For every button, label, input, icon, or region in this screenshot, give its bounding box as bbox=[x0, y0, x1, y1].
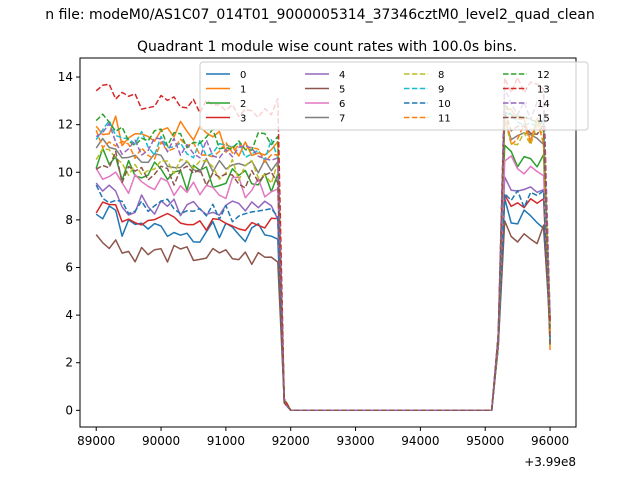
series-line-8 bbox=[95, 118, 551, 412]
legend-label-7: 7 bbox=[339, 114, 345, 125]
legend-label-11: 11 bbox=[438, 114, 451, 125]
legend-label-1: 1 bbox=[240, 85, 246, 96]
x-tick-label: 91000 bbox=[207, 434, 245, 448]
figure-suptitle: n file: modeM0/AS1C07_014T01_9000005314_… bbox=[45, 7, 594, 23]
x-tick-label: 96000 bbox=[531, 434, 569, 448]
legend-label-10: 10 bbox=[438, 99, 451, 110]
legend-frame bbox=[199, 61, 589, 131]
x-tick-label: 95000 bbox=[466, 434, 504, 448]
y-tick-label: 2 bbox=[65, 356, 73, 370]
axes-layer: 89000 90000 91000 92000 93000 94000 95000 96000… bbox=[58, 57, 577, 448]
x-tick-label: 89000 bbox=[77, 434, 115, 448]
x-tick-label: 94000 bbox=[401, 434, 439, 448]
legend-label-8: 8 bbox=[438, 70, 444, 81]
legend-label-0: 0 bbox=[240, 70, 246, 81]
series-line-10 bbox=[95, 184, 551, 412]
axes-frame bbox=[79, 57, 577, 428]
y-tick-label: 0 bbox=[65, 403, 73, 417]
series-line-2 bbox=[95, 144, 551, 412]
legend-label-6: 6 bbox=[339, 99, 345, 110]
series-line-9 bbox=[95, 111, 551, 412]
y-tick-label: 4 bbox=[65, 308, 73, 322]
series-line-15 bbox=[95, 110, 551, 412]
y-tick-label: 6 bbox=[65, 260, 73, 274]
x-offset-label: +3.99e8 bbox=[524, 455, 576, 469]
series-line-3 bbox=[95, 194, 551, 412]
x-tick-label: 92000 bbox=[272, 434, 310, 448]
legend-label-5: 5 bbox=[339, 85, 345, 96]
series-line-5 bbox=[95, 220, 551, 412]
series-line-1 bbox=[95, 107, 551, 412]
y-tick-label: 14 bbox=[58, 70, 73, 84]
x-tick-label: 93000 bbox=[336, 434, 374, 448]
legend-label-4: 4 bbox=[339, 70, 345, 81]
legend-label-13: 13 bbox=[537, 85, 550, 96]
series-line-11 bbox=[95, 109, 551, 412]
legend-label-15: 15 bbox=[537, 114, 550, 125]
legend-label-2: 2 bbox=[240, 99, 246, 110]
legend-label-12: 12 bbox=[537, 70, 550, 81]
legend-label-3: 3 bbox=[240, 114, 246, 125]
x-tick-label: 90000 bbox=[142, 434, 180, 448]
series-line-6 bbox=[95, 155, 551, 412]
legend-label-9: 9 bbox=[438, 85, 444, 96]
y-tick-label: 8 bbox=[65, 213, 73, 227]
series-line-4 bbox=[95, 176, 551, 412]
legend-label-14: 14 bbox=[537, 99, 550, 110]
y-tick-label: 12 bbox=[58, 118, 73, 132]
chart-title: Quadrant 1 module wise count rates with … bbox=[137, 39, 517, 55]
series-line-0 bbox=[95, 197, 551, 412]
series-line-7 bbox=[95, 118, 551, 412]
series-layer bbox=[95, 76, 551, 412]
y-tick-label: 10 bbox=[58, 165, 73, 179]
